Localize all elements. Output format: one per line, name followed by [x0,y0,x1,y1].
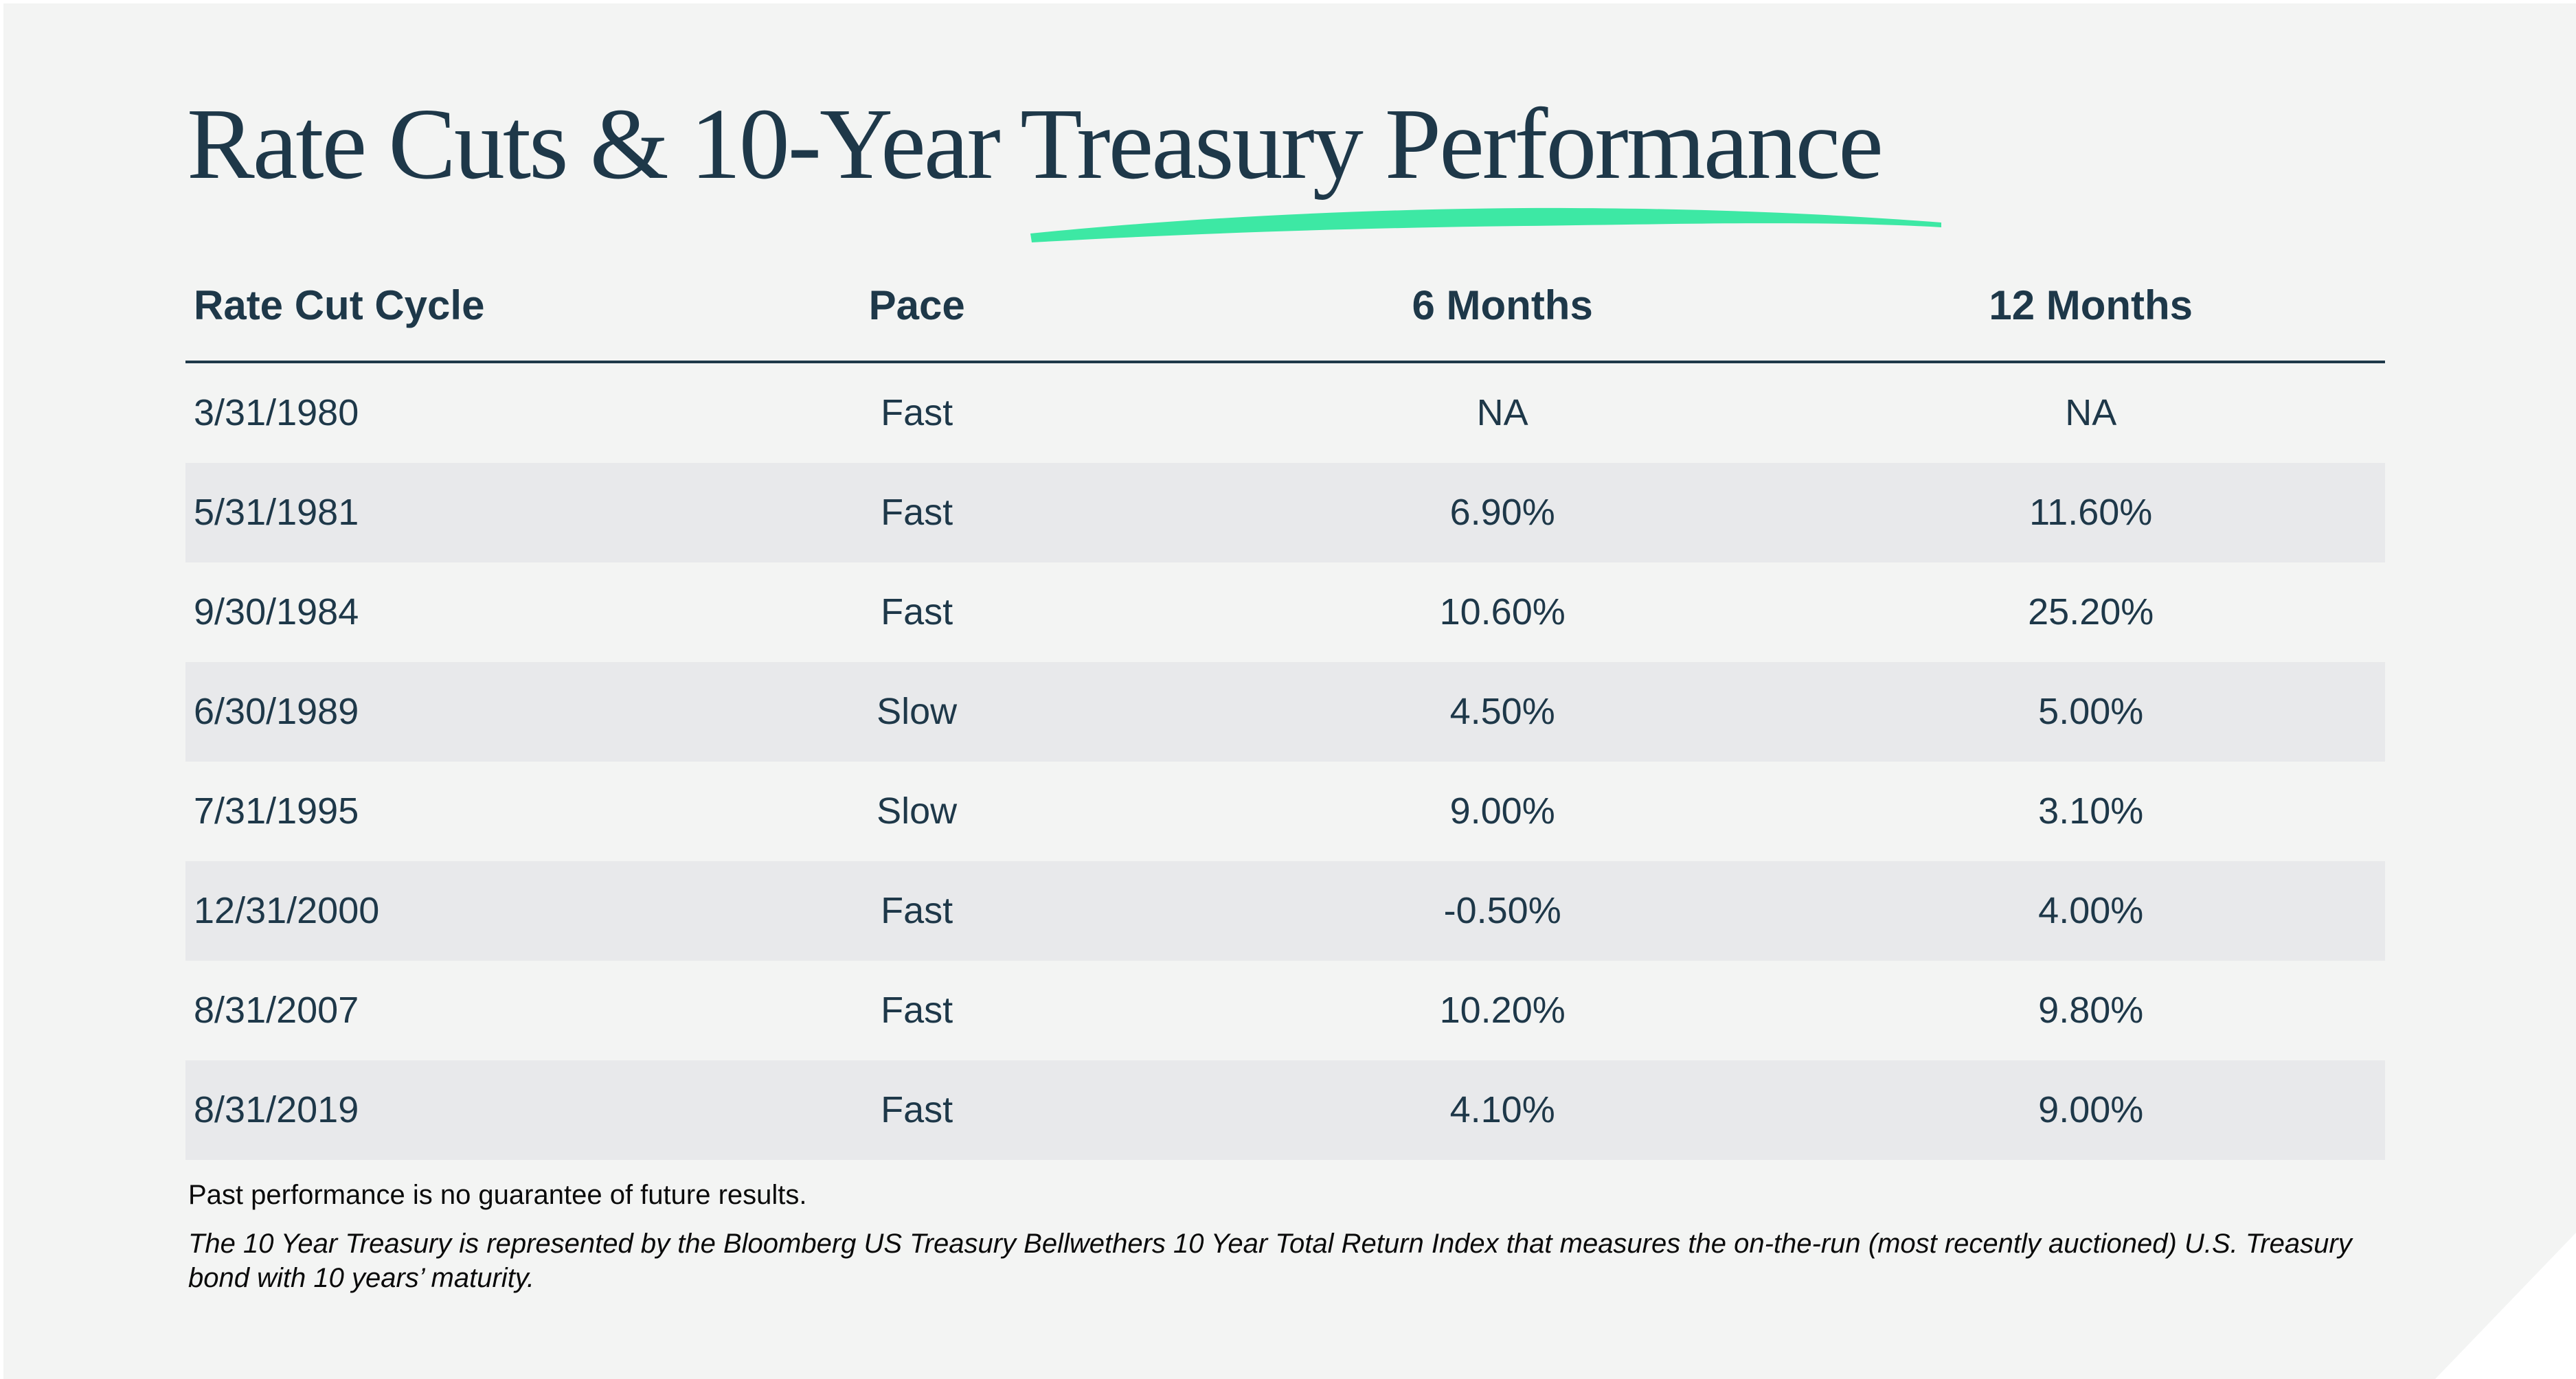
cell-rate-cut-cycle: 12/31/2000 [194,889,380,931]
table-row: 6/30/1989 Slow 4.50% 5.00% [185,662,2385,762]
column-header-6-months: 6 Months [1208,275,1797,363]
table-row: 8/31/2007 Fast 10.20% 9.80% [185,961,2385,1060]
cell-12-months: 9.00% [2038,1089,2144,1130]
table-row: 9/30/1984 Fast 10.60% 25.20% [185,562,2385,662]
cell-6-months: 10.20% [1439,989,1566,1031]
cell-6-months: 4.50% [1449,690,1555,732]
cell-pace: Fast [881,391,953,433]
cell-pace: Fast [881,591,953,632]
cell-rate-cut-cycle: 3/31/1980 [194,391,359,433]
cell-6-months: 10.60% [1439,591,1566,632]
cell-12-months: 25.20% [2028,591,2154,632]
cell-12-months: 11.60% [2029,491,2153,533]
column-header-rate-cut-cycle: Rate Cut Cycle [185,275,626,363]
rate-cut-table: Rate Cut Cycle Pace 6 Months 12 Months 3… [185,275,2385,1160]
cell-6-months: NA [1476,391,1528,433]
cell-rate-cut-cycle: 5/31/1981 [194,491,359,533]
cell-12-months: 9.80% [2038,989,2144,1031]
cell-rate-cut-cycle: 6/30/1989 [194,690,359,732]
cell-pace: Slow [877,790,958,832]
cell-pace: Fast [881,1089,953,1130]
table-row: 3/31/1980 Fast NA NA [185,362,2385,463]
cell-12-months: 3.10% [2038,790,2144,832]
cell-6-months: 6.90% [1449,491,1555,533]
table-row: 8/31/2019 Fast 4.10% 9.00% [185,1060,2385,1160]
cell-pace: Slow [877,690,958,732]
cell-rate-cut-cycle: 8/31/2007 [194,989,359,1031]
table-row: 7/31/1995 Slow 9.00% 3.10% [185,762,2385,861]
column-header-pace: Pace [625,275,1208,363]
cell-rate-cut-cycle: 8/31/2019 [194,1089,359,1130]
page-title: Rate Cuts & 10-Year Treasury Performance [187,88,1884,201]
table-row: 5/31/1981 Fast 6.90% 11.60% [185,463,2385,562]
cell-rate-cut-cycle: 9/30/1984 [194,591,359,632]
disclaimer-note: Past performance is no guarantee of futu… [188,1180,807,1210]
cell-pace: Fast [881,889,953,931]
cell-rate-cut-cycle: 7/31/1995 [194,790,359,832]
index-definition-note: The 10 Year Treasury is represented by t… [188,1229,2352,1293]
cell-12-months: 5.00% [2038,690,2144,732]
cell-pace: Fast [881,491,953,533]
column-header-12-months: 12 Months [1796,275,2385,363]
cell-12-months: 4.00% [2038,889,2144,931]
page-background-panel [3,3,2576,1379]
rate-cut-table-grid: Rate Cut Cycle Pace 6 Months 12 Months 3… [185,275,2385,1160]
table-header-row: Rate Cut Cycle Pace 6 Months 12 Months [185,275,2385,363]
title-underline-brush-stroke-icon [1030,207,1941,242]
cell-pace: Fast [881,989,953,1031]
cell-6-months: 4.10% [1449,1089,1555,1130]
cell-6-months: 9.00% [1449,790,1555,832]
cell-6-months: -0.50% [1443,889,1561,931]
table-row: 12/31/2000 Fast -0.50% 4.00% [185,861,2385,961]
cell-12-months: NA [2065,391,2117,433]
